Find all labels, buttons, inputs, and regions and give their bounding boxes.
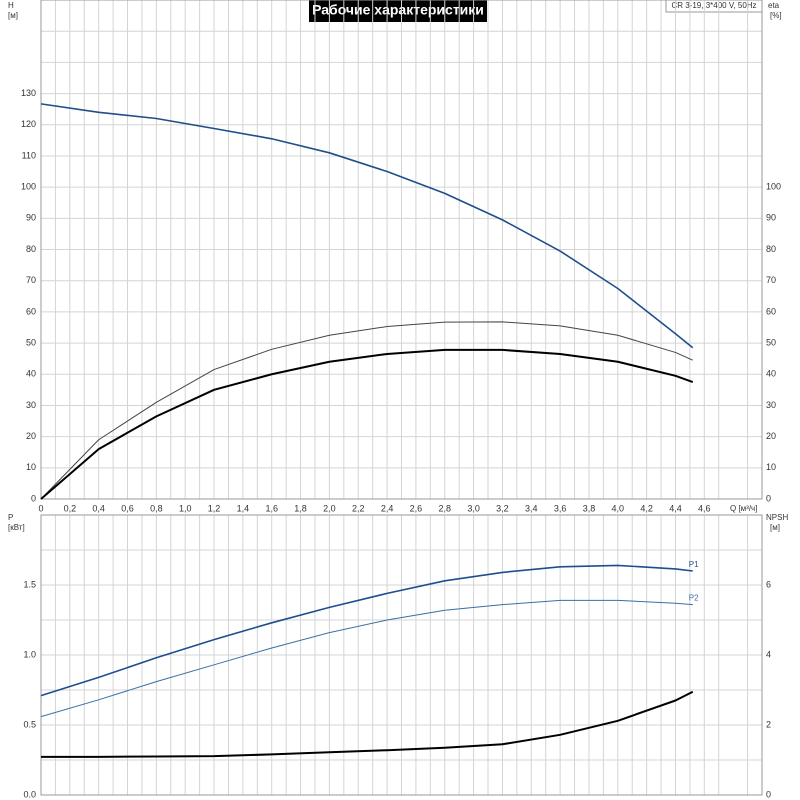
y-tick-label: 40 bbox=[26, 369, 36, 379]
y2-tick-label: 0 bbox=[766, 493, 771, 503]
x-tick-label: 2,6 bbox=[410, 503, 423, 513]
series-line bbox=[40, 599, 693, 718]
x-tick-label: 3,6 bbox=[554, 503, 567, 513]
y2-axis-unit: [м] bbox=[770, 523, 780, 532]
x-tick-label: 3,8 bbox=[583, 503, 596, 513]
y2-tick-label: 4 bbox=[766, 649, 771, 659]
y2-tick-label: 80 bbox=[766, 244, 776, 254]
y-tick-label: 30 bbox=[26, 400, 36, 410]
y-tick-label: 70 bbox=[26, 275, 36, 285]
x-tick-label: 0,8 bbox=[150, 503, 163, 513]
y2-axis-unit: [%] bbox=[770, 11, 782, 20]
y2-axis-label: NPSH bbox=[766, 513, 788, 522]
x-tick-label: 3,4 bbox=[525, 503, 538, 513]
y2-tick-label: 40 bbox=[766, 369, 776, 379]
plot-frame bbox=[40, 0, 763, 500]
x-tick-label: 2,0 bbox=[323, 503, 336, 513]
y-tick-label: 110 bbox=[22, 150, 36, 160]
x-tick-label: 0,2 bbox=[64, 503, 77, 513]
series-label: P1 bbox=[689, 560, 699, 569]
x-tick-label: 4,0 bbox=[612, 503, 625, 513]
y-tick-label: 0.5 bbox=[23, 719, 36, 729]
x-tick-label: 1,4 bbox=[237, 503, 250, 513]
y-tick-label: 1.0 bbox=[23, 649, 36, 659]
y-axis-unit: [м] bbox=[8, 11, 18, 20]
x-tick-label: 3,0 bbox=[467, 503, 480, 513]
x-axis-label: Q [м³/ч] bbox=[730, 504, 757, 513]
y-tick-label: 0.0 bbox=[23, 789, 36, 799]
x-tick-label: 2,2 bbox=[352, 503, 365, 513]
y2-tick-label: 30 bbox=[766, 400, 776, 410]
y2-tick-label: 20 bbox=[766, 431, 776, 441]
x-tick-label: 0,6 bbox=[121, 503, 134, 513]
y2-tick-label: 90 bbox=[766, 213, 776, 223]
y-tick-label: 10 bbox=[26, 462, 36, 472]
x-tick-label: 4,6 bbox=[698, 503, 711, 513]
x-tick-label: 1,8 bbox=[294, 503, 307, 513]
series-line bbox=[41, 690, 694, 758]
x-tick-label: 1,2 bbox=[208, 503, 221, 513]
y-tick-label: 60 bbox=[26, 306, 36, 316]
chart-title: Рабочие характеристики bbox=[312, 2, 484, 18]
y-axis-label: P bbox=[8, 513, 13, 522]
y-tick-label: 1.5 bbox=[23, 579, 36, 589]
series-line bbox=[40, 348, 694, 500]
y2-axis-label: eta bbox=[768, 1, 780, 10]
y2-tick-label: 2 bbox=[766, 719, 771, 729]
y2-tick-label: 70 bbox=[766, 275, 776, 285]
y2-tick-label: 6 bbox=[766, 579, 771, 589]
x-tick-label: 1,0 bbox=[179, 503, 192, 513]
y-axis-label: H bbox=[8, 1, 14, 10]
y-tick-label: 0 bbox=[31, 493, 36, 503]
y2-tick-label: 50 bbox=[766, 337, 776, 347]
y-tick-label: 20 bbox=[26, 431, 36, 441]
x-tick-label: 2,4 bbox=[381, 503, 394, 513]
y2-tick-label: 0 bbox=[766, 789, 771, 799]
y-tick-label: 90 bbox=[26, 213, 36, 223]
y-tick-label: 80 bbox=[26, 244, 36, 254]
y-axis-unit: [кВт] bbox=[8, 523, 25, 532]
y-tick-label: 100 bbox=[21, 182, 36, 192]
y-tick-label: 50 bbox=[26, 337, 36, 347]
x-tick-label: 3,2 bbox=[496, 503, 509, 513]
series-line bbox=[40, 103, 694, 349]
x-tick-label: 1,6 bbox=[265, 503, 278, 513]
series-label: P2 bbox=[689, 594, 699, 603]
y2-tick-label: 10 bbox=[766, 462, 776, 472]
x-tick-label: 0 bbox=[38, 503, 43, 513]
x-tick-label: 4,4 bbox=[669, 503, 682, 513]
y2-tick-label: 100 bbox=[766, 182, 781, 192]
model-label: CR 3-19, 3*400 V, 50Hz bbox=[671, 1, 756, 10]
plot-frame bbox=[40, 514, 763, 796]
y-tick-label: 120 bbox=[21, 119, 36, 129]
x-tick-label: 2,8 bbox=[439, 503, 452, 513]
x-tick-label: 4,2 bbox=[640, 503, 653, 513]
y-tick-label: 130 bbox=[21, 88, 36, 98]
x-tick-label: 0,4 bbox=[92, 503, 105, 513]
title-box bbox=[309, 0, 487, 22]
series-line bbox=[40, 321, 693, 500]
y2-tick-label: 60 bbox=[766, 306, 776, 316]
series-line bbox=[40, 564, 693, 697]
